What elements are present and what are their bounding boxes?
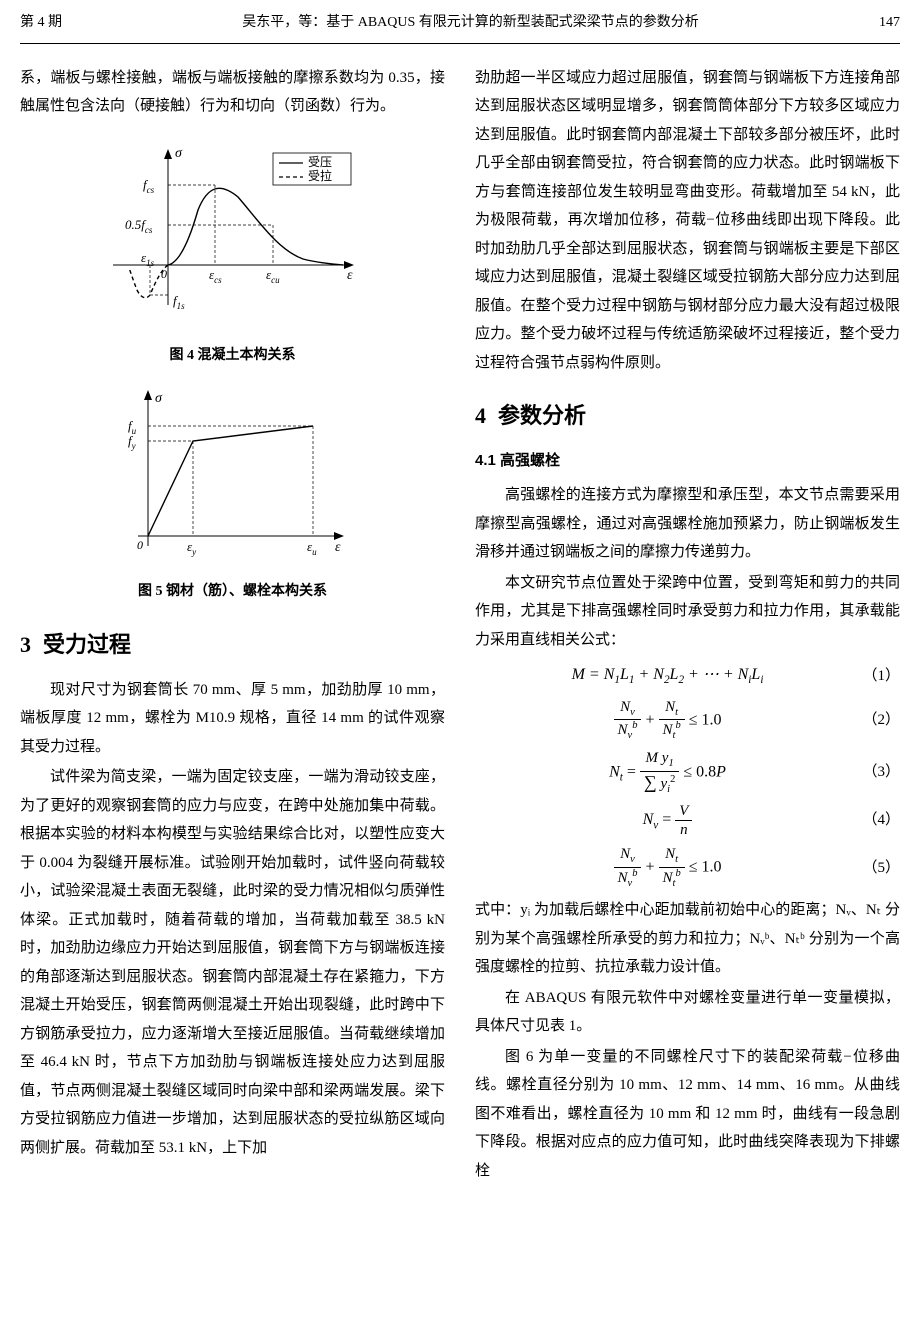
sec4-para3: 在 ABAQUS 有限元软件中对螺栓变量进行单一变量模拟，具体尺寸见表 1。 bbox=[475, 984, 900, 1041]
svg-text:εu: εu bbox=[307, 539, 317, 557]
fig4-caption: 图 4 混凝土本构关系 bbox=[20, 343, 445, 370]
equation-5: NvNvb + NtNtb ≤ 1.0 （5） bbox=[475, 845, 900, 890]
fig5-caption: 图 5 钢材（筋）、螺栓本构关系 bbox=[20, 579, 445, 606]
header-left: 第 4 期 bbox=[20, 10, 62, 37]
svg-text:f1s: f1s bbox=[173, 293, 185, 311]
svg-text:εy: εy bbox=[187, 539, 196, 557]
fig4-svg: σ ε 0 受压 受拉 fcs bbox=[103, 135, 363, 325]
right-column: 劲肋超一半区域应力超过屈服值，钢套筒与钢端板下方连接角部达到屈服状态区域明显增多… bbox=[475, 64, 900, 1188]
eq-explanation: 式中：yᵢ 为加载后螺栓中心距加载前初始中心的距离；Nᵥ、Nₜ 分别为某个高强螺… bbox=[475, 896, 900, 982]
sec3-para1: 现对尺寸为钢套筒长 70 mm、厚 5 mm，加劲肋厚 10 mm，端板厚度 1… bbox=[20, 676, 445, 762]
svg-text:受压: 受压 bbox=[308, 155, 332, 169]
eq2-body: NvNvb + NtNtb ≤ 1.0 bbox=[475, 698, 860, 743]
eq4-body: Nv = Vn bbox=[475, 802, 860, 839]
fig5-svg: σ ε 0 fu fy εy εu bbox=[113, 386, 353, 561]
figure-4: σ ε 0 受压 受拉 fcs bbox=[20, 135, 445, 336]
sec3-para2: 试件梁为简支梁，一端为固定铰支座，一端为滑动铰支座，为了更好的观察钢套筒的应力与… bbox=[20, 763, 445, 1162]
eq3-num: （3） bbox=[860, 758, 900, 787]
equation-1: M = N1L1 + N2L2 + ⋯ + NiLi （1） bbox=[475, 660, 900, 691]
para-continuation: 系，端板与螺栓接触，端板与端板接触的摩擦系数均为 0.35，接触属性包含法向（硬… bbox=[20, 64, 445, 121]
svg-text:σ: σ bbox=[155, 391, 163, 406]
sec3-title: 受力过程 bbox=[43, 632, 131, 657]
sec4-para1: 高强螺栓的连接方式为摩擦型和承压型，本文节点需要采用摩擦型高强螺栓，通过对高强螺… bbox=[475, 481, 900, 567]
svg-text:0: 0 bbox=[161, 267, 167, 281]
sec4-para4: 图 6 为单一变量的不同螺栓尺寸下的装配梁荷载−位移曲线。螺栓直径分别为 10 … bbox=[475, 1043, 900, 1186]
svg-text:0.5fcs: 0.5fcs bbox=[125, 217, 153, 235]
eq2-num: （2） bbox=[860, 706, 900, 735]
svg-text:ε: ε bbox=[347, 268, 353, 283]
eq1-num: （1） bbox=[860, 662, 900, 691]
header-center: 吴东平，等：基于 ABAQUS 有限元计算的新型装配式梁梁节点的参数分析 bbox=[242, 10, 699, 37]
eq1-body: M = N1L1 + N2L2 + ⋯ + NiLi bbox=[475, 660, 860, 691]
svg-text:受拉: 受拉 bbox=[308, 168, 332, 183]
header-right: 147 bbox=[879, 10, 900, 37]
eq5-body: NvNvb + NtNtb ≤ 1.0 bbox=[475, 845, 860, 890]
sec4-title: 参数分析 bbox=[498, 403, 586, 428]
svg-text:εcu: εcu bbox=[266, 267, 280, 285]
equation-3: Nt = M y1∑ yi2 ≤ 0.8P （3） bbox=[475, 749, 900, 796]
subsection-4-1: 4.1 高强螺栓 bbox=[475, 447, 900, 476]
left-column: 系，端板与螺栓接触，端板与端板接触的摩擦系数均为 0.35，接触属性包含法向（硬… bbox=[20, 64, 445, 1188]
eq3-body: Nt = M y1∑ yi2 ≤ 0.8P bbox=[475, 749, 860, 796]
eq5-num: （5） bbox=[860, 854, 900, 883]
page-header: 第 4 期 吴东平，等：基于 ABAQUS 有限元计算的新型装配式梁梁节点的参数… bbox=[20, 0, 900, 44]
sec3-num: 3 bbox=[20, 632, 31, 657]
svg-text:fcs: fcs bbox=[143, 177, 155, 195]
svg-text:σ: σ bbox=[175, 146, 183, 161]
eq4-num: （4） bbox=[860, 806, 900, 835]
right-continuation: 劲肋超一半区域应力超过屈服值，钢套筒与钢端板下方连接角部达到屈服状态区域明显增多… bbox=[475, 64, 900, 378]
equation-2: NvNvb + NtNtb ≤ 1.0 （2） bbox=[475, 698, 900, 743]
sec4-para2: 本文研究节点位置处于梁跨中位置，受到弯矩和剪力的共同作用，尤其是下排高强螺栓同时… bbox=[475, 569, 900, 655]
svg-text:0: 0 bbox=[137, 538, 143, 552]
svg-text:εcs: εcs bbox=[209, 267, 222, 285]
section-4-heading: 4 参数分析 bbox=[475, 395, 900, 437]
figure-5: σ ε 0 fu fy εy εu bbox=[20, 386, 445, 572]
svg-text:ε: ε bbox=[335, 540, 341, 555]
sec4-num: 4 bbox=[475, 403, 486, 428]
equation-4: Nv = Vn （4） bbox=[475, 802, 900, 839]
section-3-heading: 3 受力过程 bbox=[20, 624, 445, 666]
